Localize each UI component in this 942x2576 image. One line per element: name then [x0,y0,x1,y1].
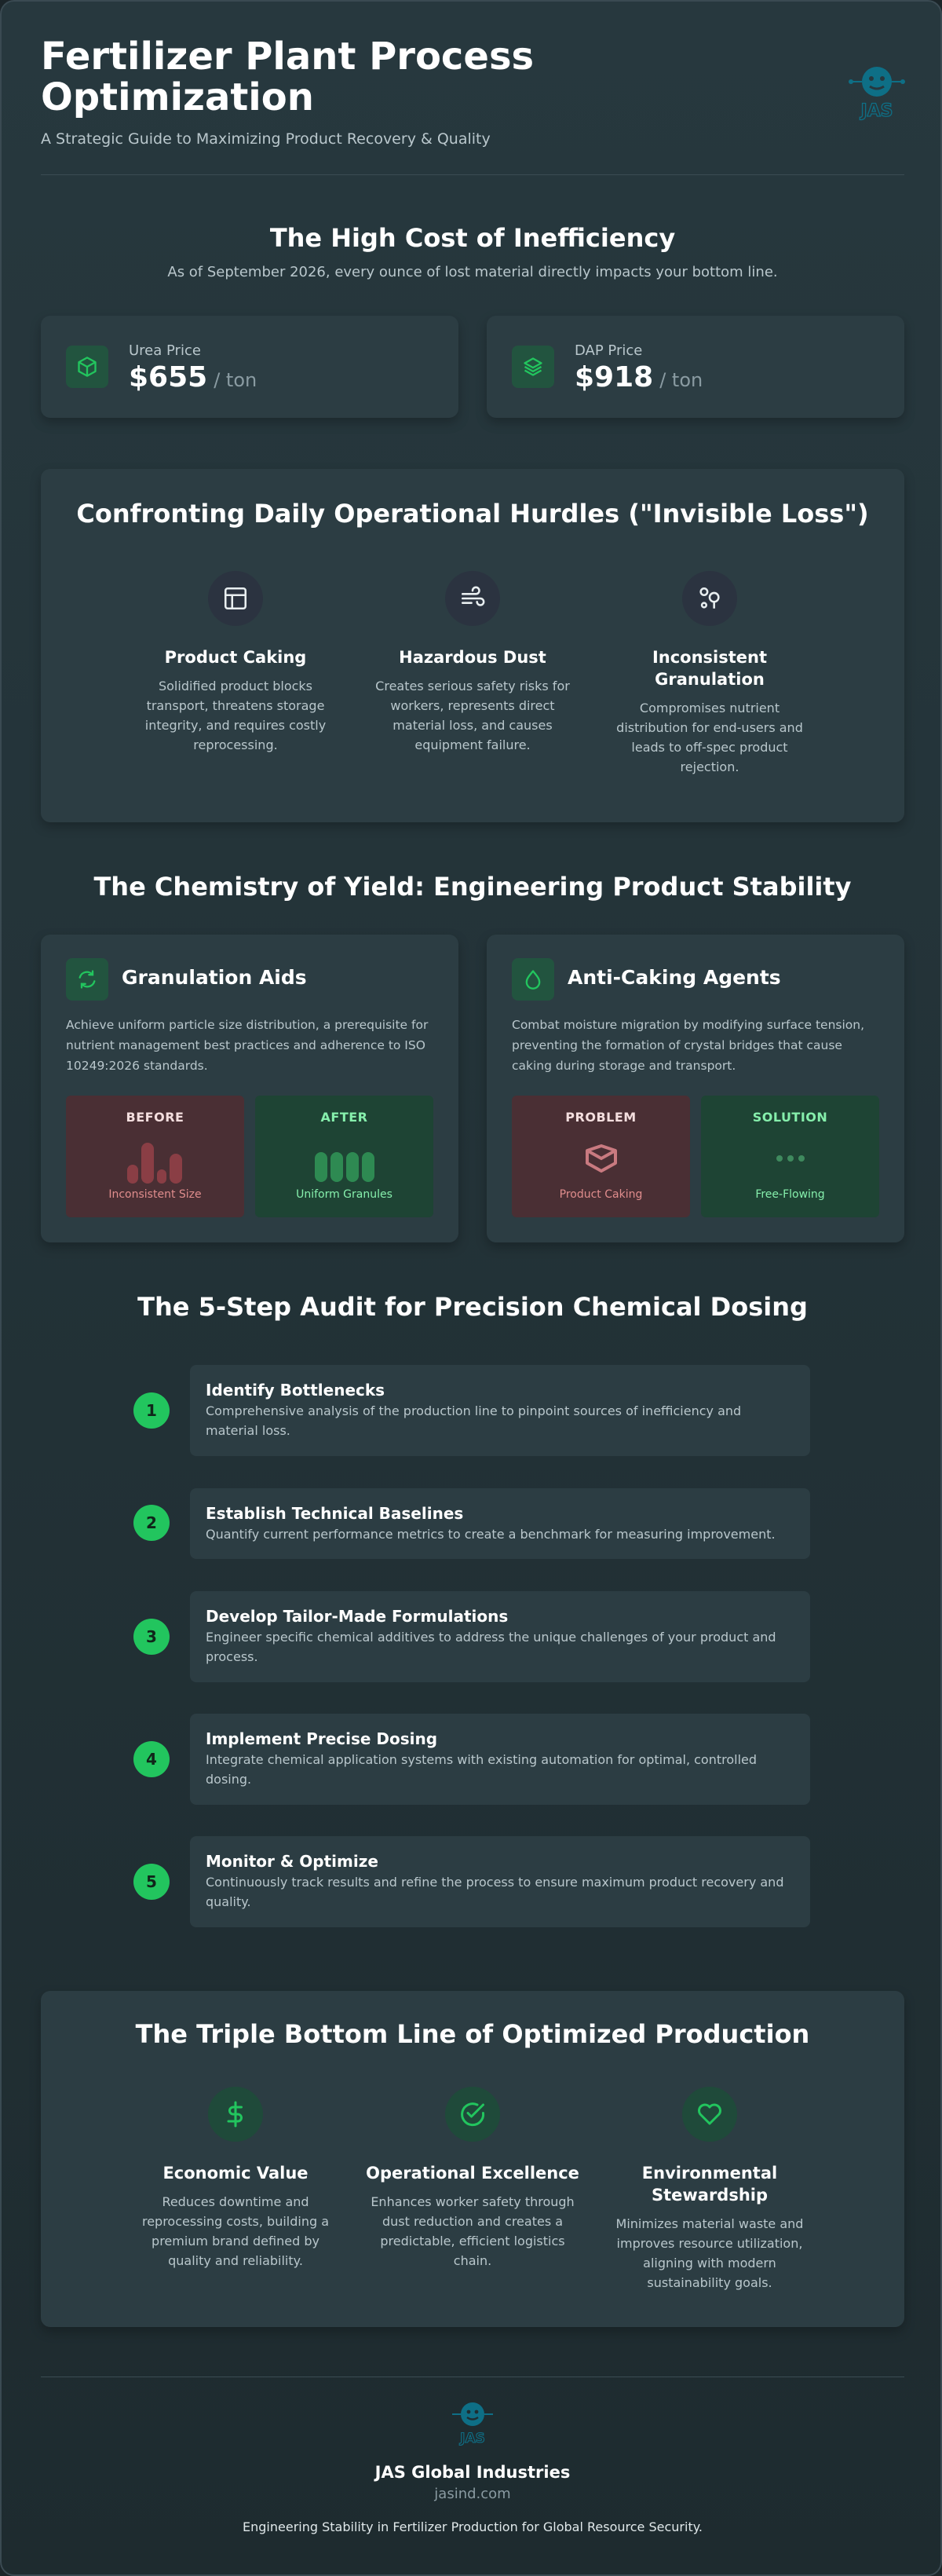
check-circle-icon [445,2087,500,2142]
step-number: 5 [133,1864,170,1900]
tile-caption: Inconsistent Size [108,1188,202,1201]
footer-tagline: Engineering Stability in Fertilizer Prod… [243,2519,703,2534]
hurdle-text: Compromises nutrient distribution for en… [616,701,803,774]
urea-price-label: Urea Price [129,342,201,359]
benefit-title: Operational Excellence [366,2164,579,2183]
caked-block-icon [586,1144,617,1173]
dap-price-card: DAP Price $918/ ton [487,316,904,418]
hurdle-title: Inconsistent Granulation [652,648,768,689]
step-title: Establish Technical Baselines [206,1504,464,1523]
chem-card-title: Granulation Aids [122,966,307,989]
after-tile: AFTER Uniform Granules [255,1096,433,1217]
step-card: Identify Bottlenecks Comprehensive analy… [190,1365,810,1456]
before-tile: BEFORE Inconsistent Size [66,1096,244,1217]
chem-card-title: Anti-Caking Agents [568,966,781,989]
urea-price-value: $655/ ton [129,361,257,393]
cost-subtitle: As of September 2026, every ounce of los… [167,264,778,280]
inconsistent-bars-icon [127,1143,182,1184]
refresh-icon [66,958,108,1001]
problem-tile: PROBLEM Product Caking [512,1096,690,1217]
cost-section: The High Cost of Inefficiency As of Sept… [41,223,904,280]
scatter-icon [682,571,737,626]
page-title: Fertilizer Plant Process Optimization [41,35,535,119]
tile-label: PROBLEM [565,1110,637,1125]
layers-icon [512,346,554,388]
benefit-text: Enhances worker safety through dust redu… [371,2194,575,2268]
chem-card-text: Achieve uniform particle size distributi… [66,1018,429,1073]
step-title: Implement Precise Dosing [206,1729,438,1748]
solution-tile: SOLUTION Free-Flowing [701,1096,879,1217]
bottom-line-title: The Triple Bottom Line of Optimized Prod… [135,2019,810,2049]
benefit-text: Minimizes material waste and improves re… [615,2216,804,2290]
layout-icon [208,571,263,626]
chemistry-heading: The Chemistry of Yield: Engineering Prod… [41,872,904,902]
hurdle-title: Product Caking [164,648,307,667]
step-card: Develop Tailor-Made Formulations Enginee… [190,1591,810,1682]
step-title: Monitor & Optimize [206,1852,378,1871]
audit-heading: The 5-Step Audit for Precision Chemical … [41,1292,904,1322]
heart-icon [682,2087,737,2142]
benefit-text: Reduces downtime and reprocessing costs,… [141,2194,330,2268]
free-flowing-dots-icon [776,1155,805,1162]
tile-label: SOLUTION [752,1110,828,1125]
dap-price-value: $918/ ton [575,361,703,393]
hurdle-text: Creates serious safety risks for workers… [375,679,570,752]
tile-caption: Product Caking [559,1188,643,1201]
benefit-environmental-stewardship: Environmental Stewardship Minimizes mate… [592,2087,827,2292]
step-title: Develop Tailor-Made Formulations [206,1607,509,1626]
hurdle-title: Hazardous Dust [399,648,546,667]
benefit-economic-value: Economic Value Reduces downtime and repr… [118,2087,353,2270]
header-divider [41,174,904,175]
hurdle-inconsistent-granulation: Inconsistent Granulation Compromises nut… [592,571,827,777]
anti-caking-card: Anti-Caking Agents Combat moisture migra… [487,935,904,1242]
jas-logo-text: JAS [859,101,893,121]
audit-title: The 5-Step Audit for Precision Chemical … [137,1292,808,1322]
footer-url[interactable]: jasind.com [434,2486,511,2502]
dollar-icon [208,2087,263,2142]
hurdle-product-caking: Product Caking Solidified product blocks… [118,571,353,755]
tile-caption: Free-Flowing [755,1188,825,1201]
tile-label: BEFORE [126,1110,184,1125]
hurdle-hazardous-dust: Hazardous Dust Creates serious safety ri… [355,571,590,755]
dap-price-label: DAP Price [575,342,643,359]
step-title: Identify Bottlenecks [206,1381,385,1400]
page-subtitle: A Strategic Guide to Maximizing Product … [41,130,491,148]
uniform-bars-icon [315,1152,374,1182]
hurdles-section: Confronting Daily Operational Hurdles ("… [41,469,904,822]
step-text: Quantify current performance metrics to … [206,1527,776,1542]
step-number: 3 [133,1619,170,1655]
urea-price-card: Urea Price $655/ ton [41,316,458,418]
jas-logo: JAS [842,63,912,126]
wind-icon [445,571,500,626]
step-text: Comprehensive analysis of the production… [206,1403,742,1438]
step-text: Integrate chemical application systems w… [206,1752,758,1787]
step-card: Establish Technical Baselines Quantify c… [190,1488,810,1559]
droplet-icon [512,958,554,1001]
step-card: Monitor & Optimize Continuously track re… [190,1836,810,1927]
hurdles-title: Confronting Daily Operational Hurdles ("… [76,499,869,529]
step-number: 4 [133,1741,170,1777]
footer-company: JAS Global Industries [374,2463,571,2482]
granulation-aids-card: Granulation Aids Achieve uniform particl… [41,935,458,1242]
chemistry-title: The Chemistry of Yield: Engineering Prod… [93,872,852,902]
tile-caption: Uniform Granules [296,1188,392,1201]
hurdle-text: Solidified product blocks transport, thr… [144,679,327,752]
footer-logo-text: JAS [459,2431,485,2446]
tile-label: AFTER [320,1110,368,1125]
bottom-line-section: The Triple Bottom Line of Optimized Prod… [41,1991,904,2327]
step-card: Implement Precise Dosing Integrate chemi… [190,1714,810,1805]
step-text: Continuously track results and refine th… [206,1875,784,1909]
benefit-title: Environmental Stewardship [641,2164,778,2205]
step-number: 2 [133,1505,170,1541]
footer-logo: JAS [449,2399,496,2449]
step-text: Engineer specific chemical additives to … [206,1630,776,1664]
cube-icon [66,346,108,388]
benefit-title: Economic Value [162,2164,309,2183]
cost-title: The High Cost of Inefficiency [269,223,676,253]
benefit-operational-excellence: Operational Excellence Enhances worker s… [355,2087,590,2270]
step-number: 1 [133,1392,170,1429]
chem-card-text: Combat moisture migration by modifying s… [512,1018,865,1073]
